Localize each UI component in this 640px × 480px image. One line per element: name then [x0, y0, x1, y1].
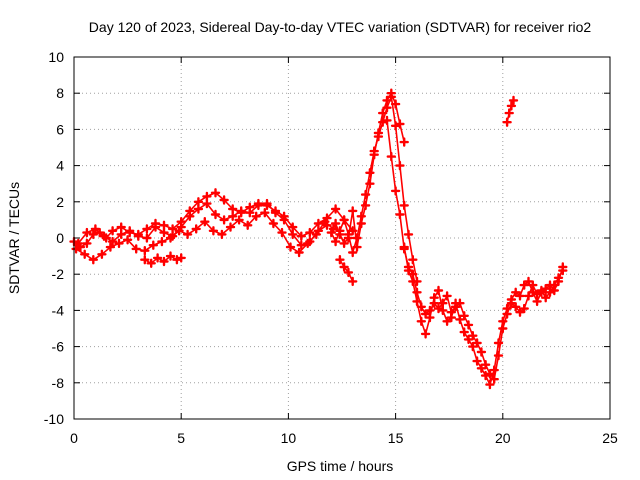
x-tick-label: 10 [281, 430, 297, 446]
x-tick-label: 20 [495, 430, 511, 446]
data-point-markers [502, 95, 519, 127]
series-layer [69, 88, 568, 390]
series-track-6 [326, 92, 422, 287]
y-tick-label: 2 [56, 194, 64, 210]
y-tick-label: -8 [52, 375, 65, 391]
x-tick-labels: 0 5 10 15 20 25 [70, 430, 618, 446]
x-tick-label: 0 [70, 430, 78, 446]
y-tick-label: 10 [48, 49, 64, 65]
series-track-8 [399, 242, 568, 390]
y-tick-labels: -10 -8 -6 -4 -2 0 2 4 6 8 10 [44, 49, 64, 427]
axis-ticks [73, 56, 611, 420]
series-trace [386, 119, 564, 381]
chart-title: Day 120 of 2023, Sidereal Day-to-day VTE… [89, 19, 592, 35]
y-tick-label: 8 [56, 85, 64, 101]
series-track-4 [140, 251, 186, 268]
data-point-markers [73, 198, 332, 250]
x-tick-label: 5 [177, 430, 185, 446]
series-track-10 [502, 95, 519, 127]
data-point-markers [399, 242, 568, 390]
x-axis-label: GPS time / hours [287, 458, 394, 474]
y-tick-label: -6 [52, 339, 65, 355]
series-trace [339, 258, 354, 283]
y-tick-label: -2 [52, 266, 65, 282]
y-tick-label: -10 [44, 411, 64, 427]
data-point-markers [335, 255, 358, 287]
y-tick-label: 6 [56, 121, 64, 137]
y-tick-label: -4 [52, 302, 65, 318]
y-axis-label: SDTVAR / TECUs [6, 182, 22, 294]
x-tick-label: 25 [602, 430, 618, 446]
series-track-2 [73, 198, 332, 250]
x-tick-label: 15 [388, 430, 404, 446]
y-tick-label: 4 [56, 158, 64, 174]
data-point-markers [71, 208, 339, 265]
data-point-markers [140, 251, 186, 268]
y-tick-label: 0 [56, 230, 64, 246]
series-track-9 [335, 255, 358, 287]
series-track-3 [71, 208, 339, 265]
data-point-markers [326, 92, 422, 287]
